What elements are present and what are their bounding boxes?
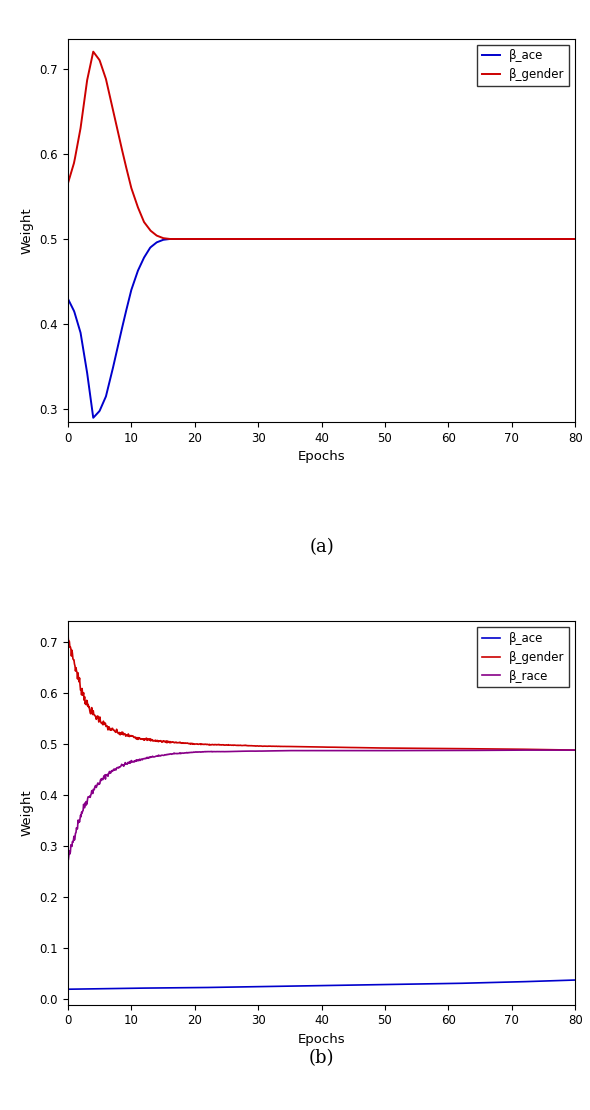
X-axis label: Epochs: Epochs: [298, 451, 345, 463]
β_gender: [289, 232, 296, 245]
β_gender: [461, 232, 468, 245]
β_gender: [271, 232, 278, 245]
β_ace: [270, 980, 277, 993]
Line: β_ace: β_ace: [68, 239, 575, 417]
β_ace: [288, 979, 295, 992]
β_race: [512, 744, 519, 757]
β_gender: [469, 743, 476, 756]
Text: (a): (a): [309, 538, 334, 556]
β_ace: [413, 978, 420, 991]
β_race: [116, 760, 123, 774]
β_race: [572, 744, 579, 757]
β_ace: [461, 232, 468, 245]
Line: β_ace: β_ace: [68, 980, 575, 989]
β_ace: [414, 232, 421, 245]
β_race: [469, 744, 476, 757]
Line: β_gender: β_gender: [68, 52, 575, 239]
β_gender: [117, 135, 124, 149]
β_gender: [166, 232, 173, 245]
β_gender: [288, 740, 295, 754]
β_gender: [414, 232, 421, 245]
β_gender: [64, 176, 71, 190]
β_ace: [572, 232, 579, 245]
β_gender: [460, 741, 467, 755]
β_gender: [90, 46, 97, 59]
β_ace: [116, 981, 123, 995]
Line: β_race: β_race: [68, 750, 575, 860]
β_gender: [413, 741, 420, 755]
Text: (b): (b): [309, 1049, 335, 1067]
β_race: [413, 744, 420, 757]
β_ace: [90, 411, 97, 424]
β_gender: [270, 739, 277, 753]
Line: β_gender: β_gender: [68, 632, 575, 750]
β_ace: [64, 292, 71, 305]
β_ace: [572, 973, 579, 987]
β_race: [270, 744, 277, 757]
β_ace: [117, 330, 124, 343]
β_gender: [116, 726, 123, 739]
β_ace: [469, 977, 476, 990]
Legend: β_ace, β_gender, β_race: β_ace, β_gender, β_race: [477, 627, 569, 687]
Y-axis label: Weight: Weight: [21, 789, 34, 836]
β_ace: [271, 232, 278, 245]
β_ace: [64, 982, 71, 996]
Legend: β_ace, β_gender: β_ace, β_gender: [477, 44, 569, 87]
β_gender: [470, 232, 477, 245]
X-axis label: Epochs: Epochs: [298, 1032, 345, 1046]
β_ace: [166, 232, 173, 245]
β_race: [288, 744, 295, 757]
β_ace: [460, 977, 467, 990]
β_gender: [572, 744, 579, 757]
β_race: [64, 854, 71, 867]
β_gender: [572, 232, 579, 245]
β_gender: [64, 625, 71, 638]
β_ace: [289, 232, 296, 245]
β_ace: [470, 232, 477, 245]
β_race: [460, 744, 467, 757]
Y-axis label: Weight: Weight: [21, 208, 34, 254]
